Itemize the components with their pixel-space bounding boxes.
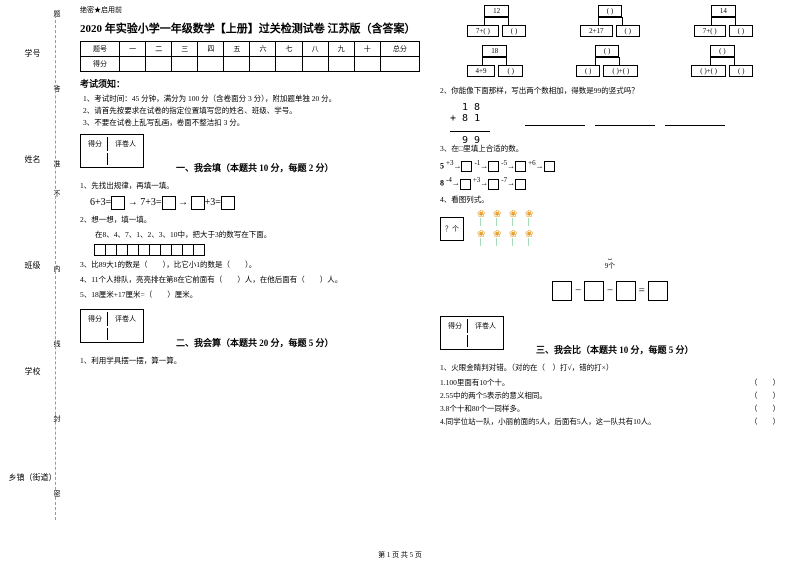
tree-diagram: 18 4+9( ) xyxy=(467,45,523,77)
flower-diagram: ？个 xyxy=(440,209,780,249)
binding-label: 学校 xyxy=(25,366,41,377)
question: 2、想一想，填一填。 xyxy=(80,214,420,226)
judge-item: 4.同学位站一队，小丽前面的5人，后面有5人，这一队共有10人。（ ） xyxy=(440,416,780,427)
judge-item: 3.8个十和80个一同样多。（ ） xyxy=(440,403,780,414)
seal-mark: 密 xyxy=(52,490,62,497)
score-header: 十 xyxy=(354,42,380,57)
question: 4、11个人排队，亮亮排在第8在它前面有（ ）人，在他后面有（ ）人。 xyxy=(80,274,420,286)
section-score-box: 得分 评卷人 xyxy=(440,316,504,350)
left-column: 绝密★启用前 2020 年实验小学一年级数学【上册】过关检测试卷 江苏版（含答案… xyxy=(70,5,430,535)
tree-diagram: 12 7+( )( ) xyxy=(467,5,526,37)
blank-answers xyxy=(520,116,780,128)
seal-mark: 答 xyxy=(52,85,62,92)
grader-label: 评卷人 xyxy=(110,137,141,151)
section-title: 三、我会比（本题共 10 分，每题 5 分） xyxy=(536,343,694,356)
bracket-label: ⏟9个 xyxy=(440,252,780,271)
answer-box xyxy=(111,196,125,210)
answer-box xyxy=(191,196,205,210)
question: 5、18厘米+17厘米=（ ）厘米。 xyxy=(80,289,420,301)
score-header: 一 xyxy=(120,42,146,57)
number-chain: 8 -4→ +3→ -7→ xyxy=(440,176,780,189)
equation-boxes: − − = xyxy=(440,281,780,301)
question: 4、看图列式。 xyxy=(440,194,780,206)
score-header: 二 xyxy=(146,42,172,57)
box-row xyxy=(95,244,420,256)
tree-diagram: ( ) 2+17( ) xyxy=(580,5,640,37)
score-label: 得分 xyxy=(83,137,108,151)
seal-mark: 准 xyxy=(52,160,62,167)
notice-item: 2、请首先按要求在试卷的指定位置填写您的姓名、班级、学号。 xyxy=(83,105,420,117)
tree-diagram: 14 7+( )( ) xyxy=(694,5,753,37)
score-header: 四 xyxy=(198,42,224,57)
score-row-label: 得分 xyxy=(81,57,120,72)
notice-item: 3、不要在试卷上乱写乱画，卷面不整洁扣 3 分。 xyxy=(83,117,420,129)
equation-line: 6+3= → 7+3= → +3= xyxy=(90,195,420,211)
binding-label: 乡镇（街道） xyxy=(9,472,57,483)
binding-label: 班级 xyxy=(25,260,41,271)
exam-title: 2020 年实验小学一年级数学【上册】过关检测试卷 江苏版（含答案） xyxy=(80,20,420,36)
judge-item: 1.100里面有10个十。（ ） xyxy=(440,377,780,388)
seal-mark: 封 xyxy=(52,415,62,422)
score-header: 三 xyxy=(172,42,198,57)
seal-mark: 内 xyxy=(52,265,62,272)
question: 1、利用学具摆一摆，算一算。 xyxy=(80,355,420,367)
score-header: 八 xyxy=(302,42,328,57)
number-chain: 5 +3→ -1→ -5→ +6→ xyxy=(440,159,780,172)
score-header: 七 xyxy=(276,42,302,57)
score-header: 总分 xyxy=(380,42,419,57)
tree-group: 12 7+( )( ) ( ) 2+17( ) 14 7+( )( ) xyxy=(440,5,780,37)
section-title: 二、我会算（本题共 20 分，每题 5 分） xyxy=(176,336,334,349)
judge-item: 2.55中的两个5表示的意义相同。（ ） xyxy=(440,390,780,401)
section-score-box: 得分 评卷人 xyxy=(80,134,144,168)
section-title: 一、我会填（本题共 10 分，每题 2 分） xyxy=(176,161,334,174)
question: 1、火眼金睛判对错。（对的在（ ）打√，错的打×） xyxy=(440,362,780,374)
answer-box xyxy=(162,196,176,210)
seal-mark: 题 xyxy=(52,10,62,17)
tree-group: 18 4+9( ) ( ) ( )( )+( ) ( ) ( )+( )( ) xyxy=(440,45,780,77)
question: 3、在□里填上合适的数。 xyxy=(440,143,780,155)
page-content: 绝密★启用前 2020 年实验小学一年级数学【上册】过关检测试卷 江苏版（含答案… xyxy=(70,5,790,535)
seal-mark: 不 xyxy=(52,190,62,197)
question: 3、比89大1的数是（ ），比它小1的数是（ ）。 xyxy=(80,259,420,271)
score-header: 九 xyxy=(328,42,354,57)
section-score-box: 得分 评卷人 xyxy=(80,309,144,343)
question: 2、你能像下面那样，写出两个数相加，得数是99的竖式吗？ xyxy=(440,85,780,97)
question-text: 在8、4、7、1、2、3、10中，把大于3的数写在下面。 xyxy=(95,229,420,241)
tree-diagram: ( ) ( )+( )( ) xyxy=(691,45,753,77)
binding-label: 姓名 xyxy=(25,154,41,165)
binding-dashed-line xyxy=(55,10,56,520)
seal-mark: 线 xyxy=(52,340,62,347)
right-column: 12 7+( )( ) ( ) 2+17( ) 14 7+( )( ) 18 4… xyxy=(430,5,790,535)
notice-title: 考试须知： xyxy=(80,77,420,90)
score-header: 五 xyxy=(224,42,250,57)
score-header: 六 xyxy=(250,42,276,57)
secret-label: 绝密★启用前 xyxy=(80,5,420,15)
question: 1、先找出规律，再填一填。 xyxy=(80,180,420,192)
notice-item: 1、考试时间：45 分钟，满分为 100 分（含卷面分 3 分），附加题单独 2… xyxy=(83,93,420,105)
score-table: 题号 一 二 三 四 五 六 七 八 九 十 总分 得分 xyxy=(80,41,420,72)
binding-label: 学号 xyxy=(25,48,41,59)
answer-box xyxy=(221,196,235,210)
score-header: 题号 xyxy=(81,42,120,57)
page-footer: 第 1 页 共 5 页 xyxy=(0,550,800,560)
tree-diagram: ( ) ( )( )+( ) xyxy=(576,45,638,77)
